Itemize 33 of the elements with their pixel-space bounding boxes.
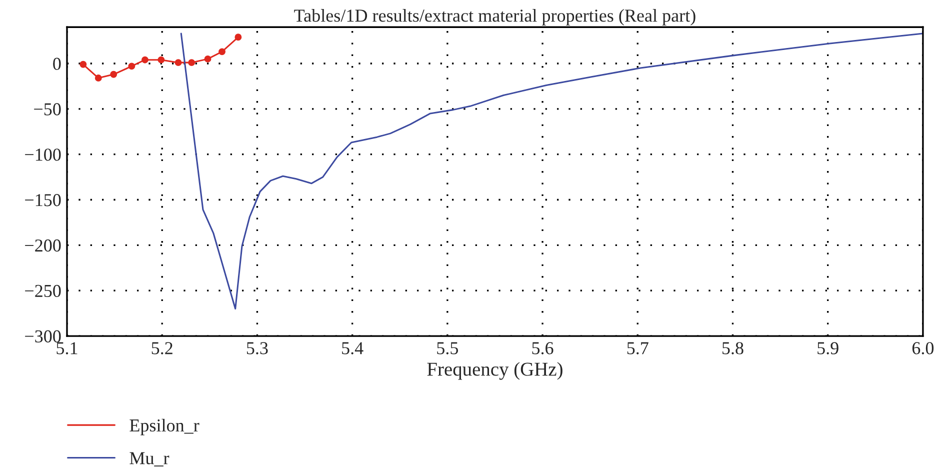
- point: [158, 56, 165, 64]
- y-tick-label: 0: [53, 58, 61, 70]
- x-tick-label: 5.1: [56, 342, 78, 354]
- point: [174, 59, 182, 66]
- point: [234, 34, 242, 41]
- x-axis-title: Frequency (GHz): [427, 362, 562, 380]
- point: [128, 62, 136, 70]
- x-tick-label: 5.9: [818, 342, 838, 354]
- y-tick-label: −100: [25, 148, 61, 161]
- x-tick-label: 5.2: [152, 342, 172, 354]
- point: [110, 70, 118, 78]
- x-tick-label: 5.5: [437, 342, 458, 354]
- x-tick-label: 5.4: [342, 342, 364, 354]
- x-tick-label: 5.8: [722, 342, 744, 354]
- x-tick-label: 6.0: [912, 342, 934, 354]
- point: [94, 74, 102, 82]
- legend-label: Epsilon_r: [130, 418, 200, 436]
- x-tick-label: 5.3: [246, 342, 268, 354]
- x-tick-label: 5.6: [532, 342, 554, 354]
- legend-label: Mu_r: [130, 452, 170, 466]
- y-tick-label: −150: [25, 194, 61, 206]
- point: [188, 59, 196, 66]
- x-tick-label: 5.7: [627, 342, 648, 354]
- point: [218, 48, 226, 56]
- chart-title: Tables/1D results/extract material properties (Real part): [294, 9, 696, 26]
- y-tick-label: −50: [34, 103, 61, 116]
- line-series: [180, 32, 923, 310]
- point: [142, 56, 148, 64]
- point: [80, 60, 87, 68]
- point: [204, 55, 212, 62]
- y-tick-label: −250: [25, 284, 61, 298]
- y-tick-label: −200: [25, 239, 61, 252]
- y-tick-label: −300: [25, 330, 61, 342]
